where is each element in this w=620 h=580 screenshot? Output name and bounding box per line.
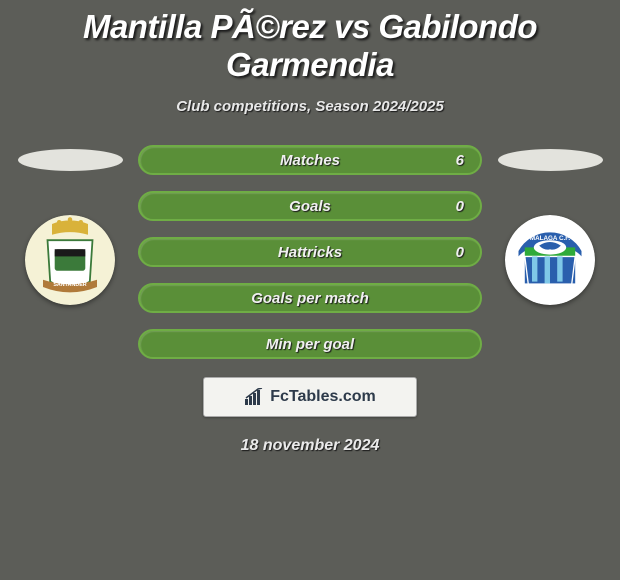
stat-bar-value: 0: [456, 198, 464, 215]
brand-text: FcTables.com: [270, 388, 376, 406]
stat-bar: Goals 0: [138, 191, 482, 221]
right-player-column: MALAGA C.F.: [490, 145, 610, 305]
left-player-column: SANTANDER: [10, 145, 130, 305]
stat-bar-value: 6: [456, 152, 464, 169]
stat-bar-label: Hattricks: [278, 244, 342, 261]
right-club-crest: MALAGA C.F.: [505, 215, 595, 305]
stat-bar-label: Matches: [280, 152, 340, 169]
date-text: 18 november 2024: [241, 437, 380, 455]
right-player-pill: [498, 149, 603, 171]
stat-bar: Hattricks 0: [138, 237, 482, 267]
comparison-card: Mantilla PÃ©rez vs Gabilondo Garmendia C…: [0, 0, 620, 580]
chart-icon: [244, 388, 266, 406]
stat-bar-label: Min per goal: [266, 336, 354, 353]
stat-bar-label: Goals: [289, 198, 331, 215]
stat-bars: Matches 6 Goals 0 Hattricks 0 Goals per match M…: [138, 145, 482, 375]
stat-bar: Matches 6: [138, 145, 482, 175]
left-club-crest: SANTANDER: [25, 215, 115, 305]
svg-text:SANTANDER: SANTANDER: [53, 282, 86, 288]
page-title: Mantilla PÃ©rez vs Gabilondo Garmendia: [0, 8, 620, 84]
main-row: SANTANDER Matches6Goals0Hattricks0Goals …: [0, 145, 620, 375]
stat-bar: Goals per match: [138, 283, 482, 313]
left-player-pill: [18, 149, 123, 171]
stat-bar-label: Goals per match: [251, 290, 369, 307]
stat-bar-value: 0: [456, 244, 464, 261]
stat-bar: Min per goal: [138, 329, 482, 359]
page-subtitle: Club competitions, Season 2024/2025: [176, 98, 444, 115]
brand-inner: FcTables.com: [244, 388, 376, 406]
brand-box: FcTables.com: [203, 377, 417, 417]
